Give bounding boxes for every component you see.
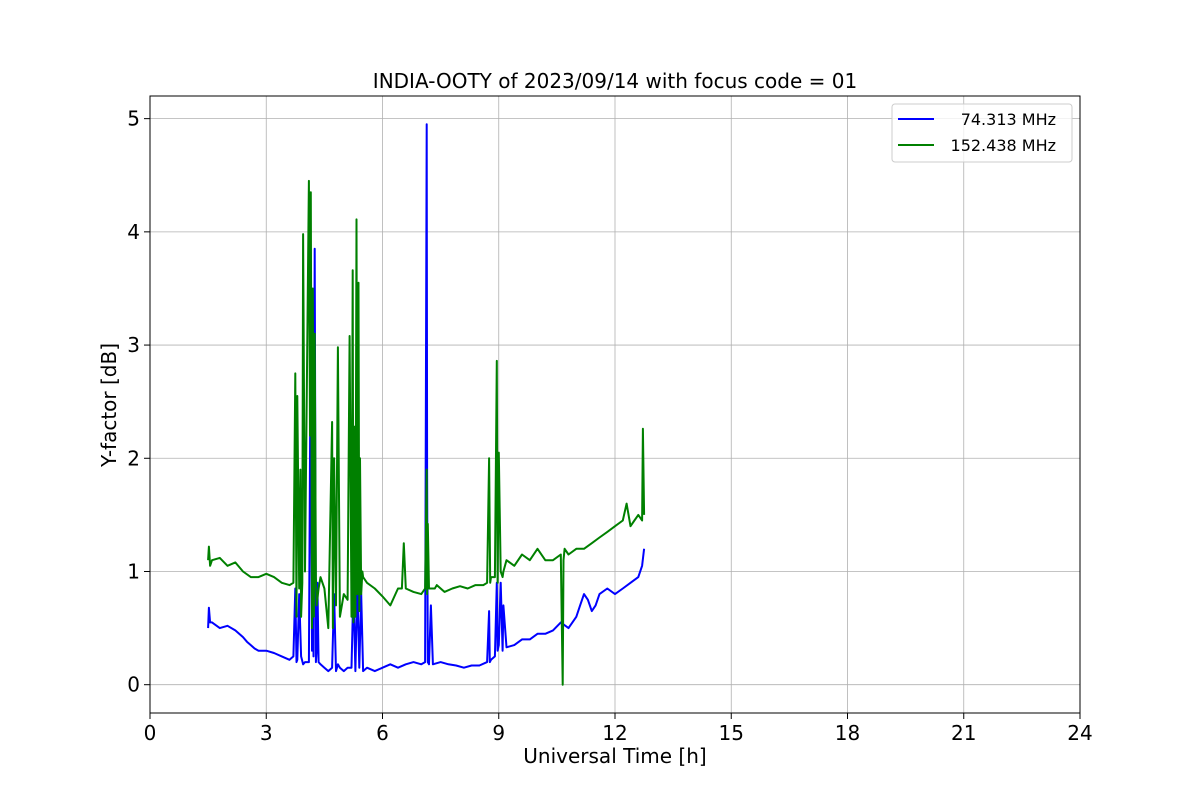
- x-tick-label: 0: [144, 721, 157, 745]
- series-line-0: [207, 123, 646, 673]
- x-tick-label: 18: [835, 721, 860, 745]
- series-group: [207, 123, 646, 686]
- legend: 74.313 MHz 152.438 MHz: [891, 103, 1073, 163]
- x-tick-label: 6: [376, 721, 389, 745]
- y-tick-label: 0: [127, 673, 140, 697]
- legend-label: 152.438 MHz: [951, 136, 1056, 155]
- series-line-1: [207, 179, 646, 686]
- y-tick-label: 2: [127, 446, 140, 470]
- y-tick-label: 5: [127, 107, 140, 131]
- x-tick-label: 3: [260, 721, 273, 745]
- x-tick-label: 24: [1067, 721, 1092, 745]
- y-tick-label: 4: [127, 220, 140, 244]
- x-tick-label: 15: [719, 721, 744, 745]
- chart-title: INDIA-OOTY of 2023/09/14 with focus code…: [373, 69, 857, 93]
- x-tick-label: 12: [602, 721, 627, 745]
- x-tick-label: 21: [951, 721, 976, 745]
- y-axis-label: Y-factor [dB]: [97, 343, 121, 468]
- x-tick-label: 9: [492, 721, 505, 745]
- legend-label: 74.313 MHz: [961, 110, 1056, 129]
- y-tick-label: 1: [127, 559, 140, 583]
- legend-box: [891, 103, 1073, 163]
- x-axis-label: Universal Time [h]: [523, 744, 706, 768]
- y-tick-label: 3: [127, 333, 140, 357]
